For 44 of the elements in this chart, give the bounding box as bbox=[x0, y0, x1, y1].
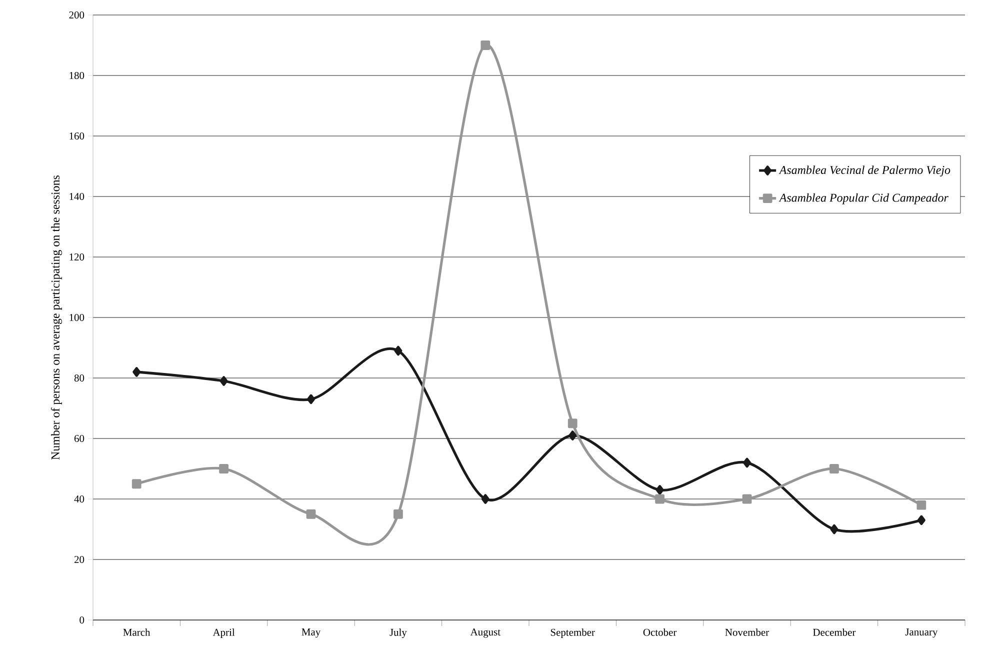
y-tick-label: 80 bbox=[74, 374, 84, 382]
x-tick-label: March bbox=[123, 628, 150, 636]
point bbox=[394, 346, 402, 356]
x-tick-label: April bbox=[212, 628, 235, 638]
point bbox=[656, 485, 664, 495]
y-tick-label: 40 bbox=[74, 495, 84, 503]
point bbox=[480, 40, 490, 50]
point bbox=[219, 464, 228, 474]
point bbox=[743, 458, 752, 468]
point bbox=[568, 430, 577, 440]
point bbox=[481, 494, 490, 504]
point bbox=[220, 376, 228, 386]
y-tick-label: 200 bbox=[69, 11, 84, 19]
legend-label: Asamblea Vecinal de Palermo Viejo bbox=[778, 166, 950, 176]
x-tick-label: July bbox=[390, 628, 407, 638]
y-tick-label: 180 bbox=[70, 72, 84, 80]
point bbox=[655, 494, 665, 504]
x-tick-label: January bbox=[905, 628, 938, 638]
point bbox=[742, 494, 752, 504]
x-tick-label: December bbox=[813, 628, 856, 636]
point bbox=[830, 524, 838, 534]
y-tick-label: 60 bbox=[74, 434, 84, 442]
x-tick-label: November bbox=[725, 628, 769, 636]
legend-label: Asamblea Popular Cid Campeador bbox=[778, 193, 948, 204]
y-tick-label: 160 bbox=[70, 132, 84, 140]
y-axis-title: Number of persons on average participating on the sessions bbox=[50, 175, 62, 460]
point bbox=[917, 515, 926, 526]
point bbox=[394, 509, 403, 519]
x-tick-label: August bbox=[470, 628, 500, 638]
point bbox=[830, 464, 839, 474]
point bbox=[307, 394, 315, 404]
x-tick-label: September bbox=[550, 628, 595, 638]
y-tick-label: 100 bbox=[70, 314, 84, 322]
y-tick-label: 120 bbox=[70, 253, 84, 261]
y-tick-label: 20 bbox=[74, 556, 84, 564]
point bbox=[568, 418, 578, 428]
y-tick-label: 140 bbox=[70, 192, 84, 200]
point bbox=[306, 509, 316, 519]
x-tick-label: May bbox=[302, 628, 321, 638]
y-tick-label: 0 bbox=[80, 616, 84, 624]
point bbox=[132, 479, 142, 489]
point bbox=[916, 500, 926, 510]
point bbox=[132, 367, 141, 377]
x-tick-label: October bbox=[643, 628, 677, 636]
